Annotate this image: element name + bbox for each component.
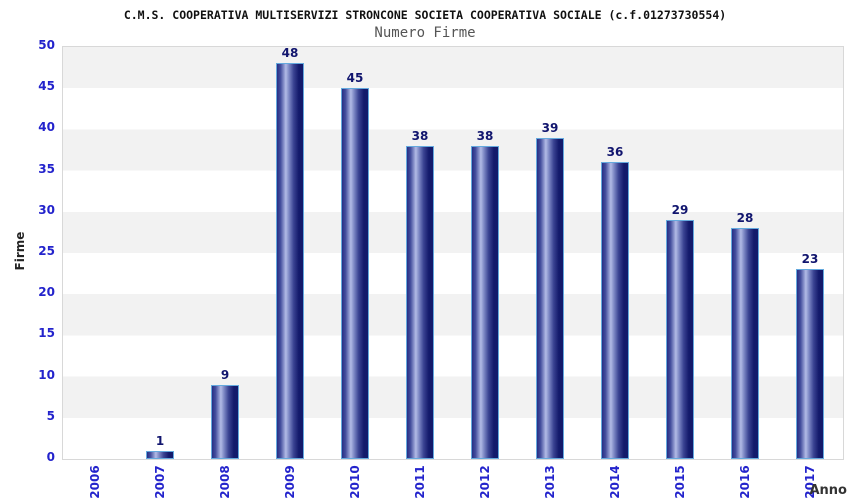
bar-2017 (796, 269, 824, 459)
x-tick-label: 2009 (283, 465, 297, 499)
chart-title: C.M.S. COOPERATIVA MULTISERVIZI STRONCON… (123, 8, 727, 22)
x-tick-label: 2016 (738, 465, 752, 499)
x-tick-label: 2006 (88, 465, 102, 499)
bar-value-label: 38 (476, 129, 494, 143)
x-tick-label: 2011 (413, 465, 427, 499)
bar-2010 (341, 88, 369, 459)
y-tick-label: 20 (38, 285, 55, 300)
y-tick-label: 45 (38, 79, 55, 94)
y-tick-label: 10 (38, 367, 55, 382)
x-axis-title: Anno (809, 483, 847, 498)
y-tick-label: 5 (46, 408, 55, 423)
x-tick-label: 2015 (673, 465, 687, 499)
bar-2015 (666, 220, 694, 459)
bar-2014 (601, 162, 629, 459)
bar-value-label: 28 (736, 211, 754, 225)
bar-2012 (471, 146, 499, 459)
bar-2007 (146, 451, 174, 459)
y-tick-label: 25 (38, 244, 55, 258)
x-tick-label: 2012 (478, 465, 492, 499)
bar-value-label: 38 (411, 129, 429, 143)
y-tick-label: 0 (46, 450, 55, 464)
bar-2016 (731, 228, 759, 459)
chart-subtitle: Numero Firme (374, 25, 476, 41)
plot-area (62, 46, 844, 460)
bar-value-label: 48 (281, 46, 299, 60)
y-tick-label: 15 (38, 326, 55, 341)
y-tick-label: 40 (38, 120, 55, 135)
bar-value-label: 39 (541, 121, 559, 135)
x-tick-label: 2007 (153, 465, 167, 499)
x-tick-label: 2010 (348, 465, 362, 499)
y-tick-label: 50 (38, 38, 55, 52)
bar-2009 (276, 63, 304, 459)
bar-2013 (536, 138, 564, 459)
bar-value-label: 45 (346, 71, 364, 85)
x-tick-label: 2014 (608, 465, 622, 499)
bar-value-label: 23 (801, 252, 819, 266)
bar-value-label: 36 (606, 145, 624, 159)
bar-value-label: 9 (220, 368, 230, 382)
bar-2008 (211, 385, 239, 459)
bar-value-label: 1 (155, 434, 165, 448)
x-tick-label: 2008 (218, 465, 232, 499)
bar-value-label: 29 (671, 203, 689, 217)
x-tick-label: 2013 (543, 465, 557, 499)
y-tick-label: 35 (38, 161, 55, 176)
y-tick-label: 30 (38, 202, 55, 217)
bar-2011 (406, 146, 434, 459)
